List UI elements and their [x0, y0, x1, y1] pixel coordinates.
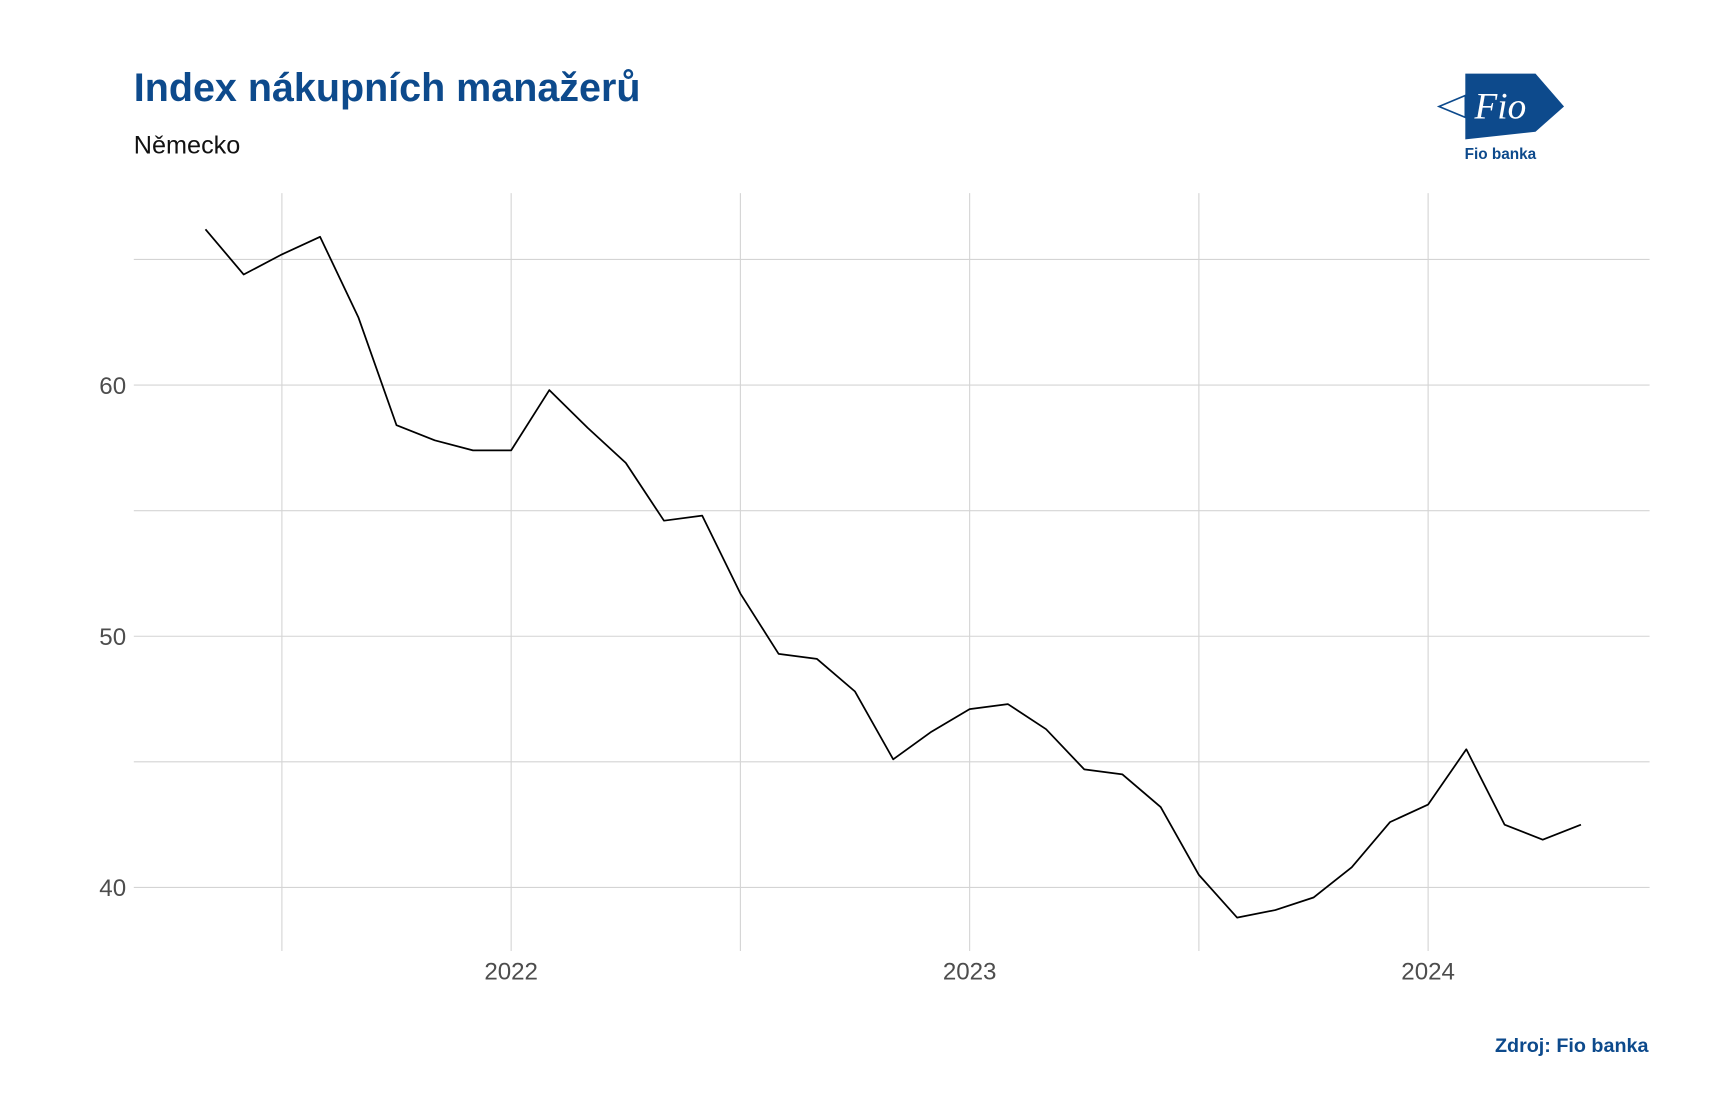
y-tick-label: 60: [99, 373, 126, 400]
y-tick-label: 40: [99, 875, 126, 902]
logo: Fio Fio banka: [1436, 73, 1565, 163]
x-tick-label: 2023: [943, 959, 997, 986]
line-series: [204, 228, 1582, 919]
logo-mark: Fio: [1474, 87, 1527, 128]
x-tick-label: 2024: [1401, 959, 1455, 986]
logo-shape: [1465, 73, 1536, 140]
logo-name: Fio banka: [1465, 146, 1537, 163]
chart-title: Index nákupních manažerů: [134, 66, 641, 110]
source: Zdroj: Fio banka: [1495, 1035, 1650, 1057]
logo-shape: [1535, 73, 1565, 132]
chart-subtitle: Německo: [134, 132, 241, 160]
plot-area: 40 50 60 2022 2023 2024: [99, 193, 1650, 986]
x-tick-label: 2022: [484, 959, 538, 986]
y-tick-label: 50: [99, 624, 126, 651]
